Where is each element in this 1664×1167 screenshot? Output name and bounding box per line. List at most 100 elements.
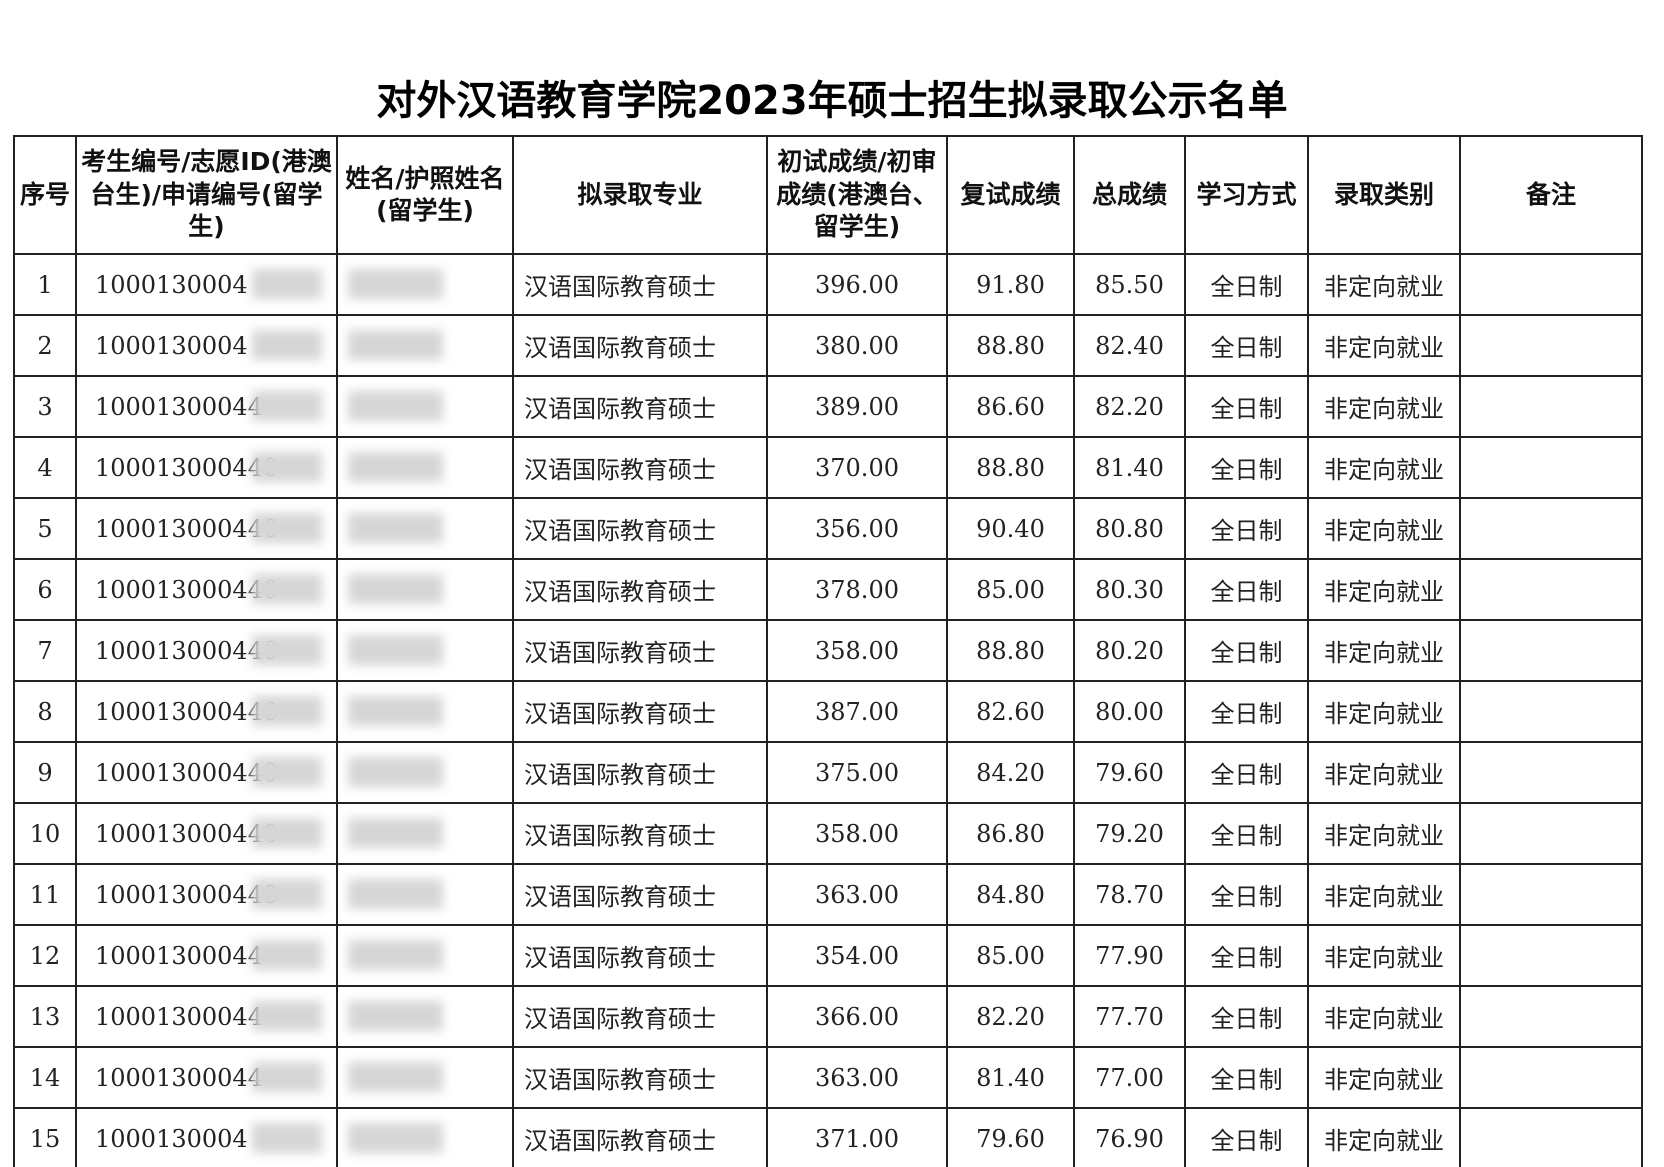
redaction: [252, 1123, 322, 1153]
cell: 汉语国际教育硕士: [512, 619, 768, 682]
redaction: [252, 940, 322, 970]
cell: 100013000440: [75, 619, 338, 682]
name-cell: [336, 1046, 514, 1109]
cell: 82.20: [946, 985, 1075, 1048]
cell: 全日制: [1184, 253, 1309, 316]
cell: 汉语国际教育硕士: [512, 375, 768, 438]
remark-cell: [1459, 253, 1643, 316]
header-row: 序号 考生编号/志愿ID(港澳台生)/申请编号(留学生) 姓名/护照姓名(留学生) 拟…: [13, 135, 1643, 255]
remark-cell: [1459, 314, 1643, 377]
column-header: 备注: [1459, 135, 1643, 255]
cell: 389.00: [766, 375, 948, 438]
redaction: [252, 574, 322, 604]
redaction: [348, 696, 443, 726]
cell: 非定向就业: [1307, 619, 1461, 682]
name-cell: [336, 314, 514, 377]
cell: 非定向就业: [1307, 436, 1461, 499]
remark-cell: [1459, 497, 1643, 560]
cell: 15: [13, 1107, 77, 1167]
name-cell: [336, 619, 514, 682]
cell: 非定向就业: [1307, 375, 1461, 438]
remark-cell: [1459, 985, 1643, 1048]
cell: 汉语国际教育硕士: [512, 985, 768, 1048]
remark-cell: [1459, 558, 1643, 621]
cell: 88.80: [946, 314, 1075, 377]
cell: 1000130004: [75, 314, 338, 377]
cell: 356.00: [766, 497, 948, 560]
cell: 非定向就业: [1307, 1107, 1461, 1167]
cell: 汉语国际教育硕士: [512, 1107, 768, 1167]
cell: 非定向就业: [1307, 558, 1461, 621]
remark-cell: [1459, 375, 1643, 438]
cell: 82.20: [1073, 375, 1186, 438]
table-body: 1 1000130004 汉语国际教育硕士 396.00 91.80 85.50 全日制 非定…: [13, 253, 1643, 1167]
name-cell: [336, 558, 514, 621]
cell: 370.00: [766, 436, 948, 499]
cell: 11: [13, 863, 77, 926]
cell: 396.00: [766, 253, 948, 316]
cell: 汉语国际教育硕士: [512, 314, 768, 377]
cell: 79.20: [1073, 802, 1186, 865]
cell: 6: [13, 558, 77, 621]
redaction: [252, 635, 322, 665]
cell: 汉语国际教育硕士: [512, 497, 768, 560]
cell: 全日制: [1184, 314, 1309, 377]
cell: 371.00: [766, 1107, 948, 1167]
cell: 9: [13, 741, 77, 804]
remark-cell: [1459, 863, 1643, 926]
cell: 汉语国际教育硕士: [512, 680, 768, 743]
redaction: [348, 1001, 443, 1031]
remark-cell: [1459, 619, 1643, 682]
column-header: 姓名/护照姓名(留学生): [336, 135, 514, 255]
table-row: 1 1000130004 汉语国际教育硕士 396.00 91.80 85.50 全日制 非定…: [13, 253, 1643, 316]
cell: 77.00: [1073, 1046, 1186, 1109]
table-row: 7 100013000440 汉语国际教育硕士 358.00 88.80 80.20 全日制…: [13, 619, 1643, 682]
cell: 100013000440: [75, 680, 338, 743]
redaction: [252, 391, 322, 421]
redaction: [348, 635, 443, 665]
cell: 88.80: [946, 436, 1075, 499]
redaction: [348, 940, 443, 970]
cell: 1000130004: [75, 253, 338, 316]
cell: 全日制: [1184, 436, 1309, 499]
cell: 全日制: [1184, 680, 1309, 743]
cell: 8: [13, 680, 77, 743]
cell: 82.60: [946, 680, 1075, 743]
cell: 77.70: [1073, 985, 1186, 1048]
redaction: [252, 818, 322, 848]
cell: 100013000440: [75, 436, 338, 499]
remark-cell: [1459, 741, 1643, 804]
cell: 84.80: [946, 863, 1075, 926]
cell: 全日制: [1184, 924, 1309, 987]
cell: 汉语国际教育硕士: [512, 863, 768, 926]
column-header: 录取类别: [1307, 135, 1461, 255]
cell: 80.00: [1073, 680, 1186, 743]
redaction: [348, 513, 443, 543]
cell: 90.40: [946, 497, 1075, 560]
cell: 7: [13, 619, 77, 682]
cell: 全日制: [1184, 985, 1309, 1048]
name-cell: [336, 863, 514, 926]
name-cell: [336, 802, 514, 865]
cell: 汉语国际教育硕士: [512, 924, 768, 987]
column-header: 复试成绩: [946, 135, 1075, 255]
redaction: [348, 574, 443, 604]
cell: 10001300044: [75, 375, 338, 438]
cell: 全日制: [1184, 497, 1309, 560]
cell: 全日制: [1184, 1107, 1309, 1167]
column-header: 序号: [13, 135, 77, 255]
name-cell: [336, 375, 514, 438]
cell: 366.00: [766, 985, 948, 1048]
cell: 85.00: [946, 558, 1075, 621]
admission-table: 序号 考生编号/志愿ID(港澳台生)/申请编号(留学生) 姓名/护照姓名(留学生) 拟…: [13, 135, 1643, 1167]
column-header: 考生编号/志愿ID(港澳台生)/申请编号(留学生): [75, 135, 338, 255]
table-row: 12 10001300044 汉语国际教育硕士 354.00 85.00 77.90 全日制…: [13, 924, 1643, 987]
cell: 汉语国际教育硕士: [512, 741, 768, 804]
name-cell: [336, 741, 514, 804]
cell: 86.60: [946, 375, 1075, 438]
cell: 非定向就业: [1307, 985, 1461, 1048]
redaction: [252, 330, 322, 360]
cell: 非定向就业: [1307, 314, 1461, 377]
cell: 14: [13, 1046, 77, 1109]
